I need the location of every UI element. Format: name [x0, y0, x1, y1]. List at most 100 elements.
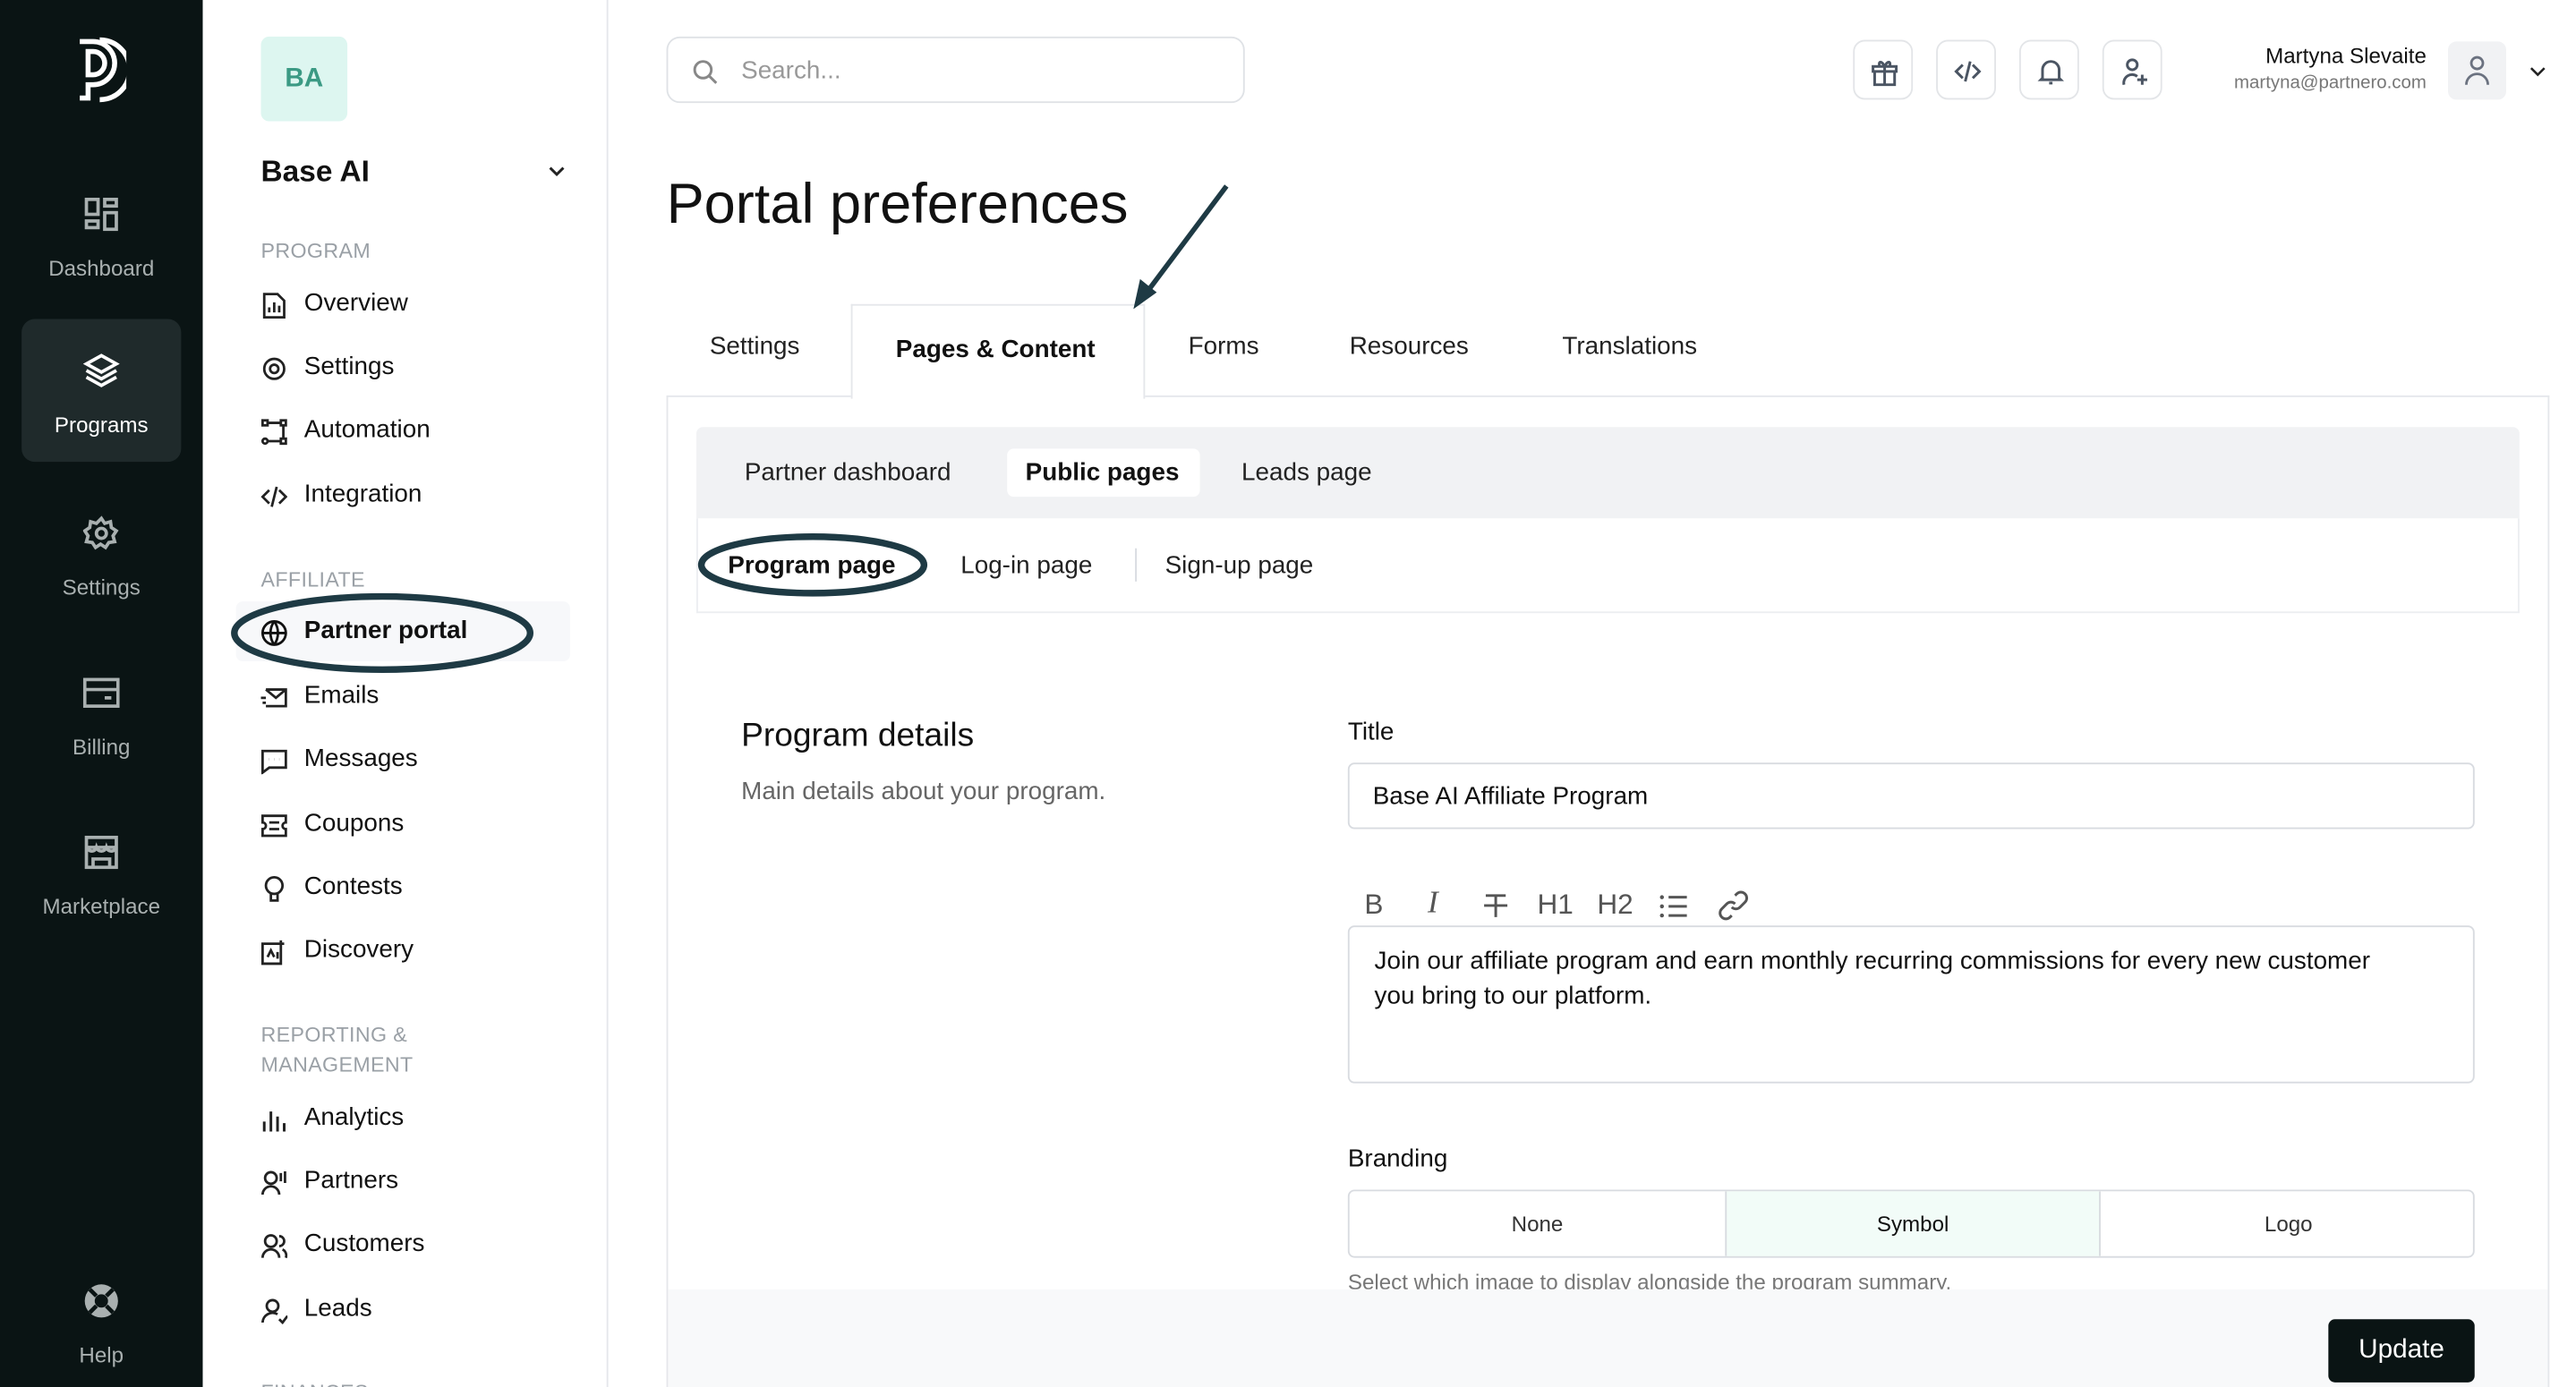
branding-selector: None Symbol Logo [1347, 1189, 2475, 1258]
partnero-logo[interactable] [73, 37, 127, 103]
section-affiliate: AFFILIATE [260, 568, 365, 592]
italic-button[interactable]: I [1427, 885, 1438, 921]
tab-forms[interactable]: Forms [1188, 332, 1259, 361]
page-selector [695, 518, 2520, 614]
app-rail: Dashboard Programs Settings Billing Mark… [0, 0, 203, 1387]
list-icon[interactable] [1659, 892, 1688, 921]
rail-item-dashboard[interactable]: Dashboard [21, 163, 181, 306]
gift-icon [1872, 60, 1898, 87]
divider [1135, 548, 1138, 582]
report-icon [262, 293, 286, 319]
subtab-public-pages[interactable]: Public pages [1025, 458, 1180, 488]
search-icon [693, 60, 718, 84]
mail-icon [260, 688, 287, 708]
subtab-active-bg [1007, 448, 1200, 498]
sidebar-item-leads[interactable]: Leads [236, 1280, 570, 1340]
invite-user-button[interactable] [2102, 39, 2162, 100]
branding-label: Branding [1347, 1144, 1448, 1173]
users-icon [260, 1234, 288, 1259]
lifebuoy-icon [84, 1284, 118, 1318]
sidebar-item-partner-portal[interactable]: Partner portal [235, 601, 570, 661]
partner-icon [260, 1170, 286, 1196]
branding-none[interactable]: None [1511, 1211, 1564, 1237]
rail-item-billing[interactable]: Billing [21, 642, 181, 785]
rail-item-marketplace[interactable]: Marketplace [21, 801, 181, 944]
sidebar-item-settings[interactable]: Settings [236, 337, 570, 397]
sidebar-item-messages[interactable]: Messages [236, 729, 570, 789]
sidebar-item-contests[interactable]: Contests [236, 857, 570, 917]
sidebar-item-partners[interactable]: Partners [236, 1152, 570, 1212]
sidebar-item-emails[interactable]: Emails [236, 667, 570, 727]
card-icon [82, 677, 120, 708]
tab-panel [666, 395, 2550, 1387]
user-menu-chevron-icon[interactable] [2528, 64, 2547, 81]
layers-icon [82, 353, 120, 387]
automation-icon [260, 419, 287, 446]
branding-help: Select which image to display alongside … [1347, 1269, 1952, 1289]
search-input[interactable]: Search... [666, 36, 1245, 104]
globe-icon [260, 620, 287, 646]
program-avatar: BA [260, 36, 348, 122]
description-editor[interactable]: Join our affiliate program and earn mont… [1347, 925, 2475, 1084]
user-avatar[interactable] [2448, 41, 2507, 100]
section-reporting: REPORTING & MANAGEMENT [260, 1023, 414, 1077]
dashboard-icon [84, 197, 118, 232]
page-title: Portal preferences [666, 173, 1129, 236]
link-icon[interactable] [1719, 890, 1748, 921]
gift-button[interactable] [1853, 39, 1914, 100]
sidebar-item-integration[interactable]: Integration [236, 465, 570, 525]
page-signup[interactable]: Sign-up page [1164, 551, 1314, 581]
update-button[interactable]: Update [2328, 1319, 2475, 1383]
user-plus-icon [2122, 58, 2147, 86]
sidebar-item-discovery[interactable]: Discovery [236, 921, 570, 981]
chevron-down-icon[interactable] [547, 163, 567, 180]
subtab-bar [695, 427, 2520, 519]
award-icon [264, 875, 285, 902]
rail-item-help[interactable]: Help [21, 1249, 181, 1387]
bar-chart-icon [262, 1111, 286, 1132]
page-login[interactable]: Log-in page [960, 551, 1093, 581]
tab-resources[interactable]: Resources [1349, 332, 1469, 361]
section-description: Main details about your program. [741, 777, 1106, 806]
lead-icon [260, 1298, 288, 1324]
gear-icon [82, 515, 119, 550]
code-icon [1954, 61, 1982, 82]
discovery-icon [260, 940, 285, 966]
sidebar-item-automation[interactable]: Automation [236, 400, 570, 460]
coupon-icon [260, 814, 287, 838]
store-icon [84, 835, 118, 870]
strikethrough-icon[interactable] [1480, 892, 1510, 921]
title-label: Title [1347, 718, 1395, 746]
code-icon [260, 486, 288, 507]
message-icon [260, 749, 287, 775]
program-name[interactable]: Base AI [260, 154, 370, 188]
tab-pages-content-bg [850, 303, 1146, 399]
sidebar-item-overview[interactable]: Overview [236, 274, 570, 334]
heading1-button[interactable]: H1 [1537, 889, 1574, 921]
section-program: PROGRAM [260, 239, 371, 263]
tab-pages-content[interactable]: Pages & Content [895, 336, 1096, 364]
heading2-button[interactable]: H2 [1597, 889, 1633, 921]
section-finances: FINANCES [261, 1377, 369, 1387]
bold-button[interactable]: B [1364, 889, 1384, 921]
user-info[interactable]: Martyna Slevaite martyna@partnero.com [2234, 43, 2427, 93]
subtab-partner-dashboard[interactable]: Partner dashboard [744, 458, 951, 488]
annotation-arrow [1144, 184, 1229, 294]
page-program[interactable]: Program page [728, 551, 896, 581]
embed-code-button[interactable] [1936, 39, 1996, 100]
rail-item-settings[interactable]: Settings [21, 481, 181, 625]
form-footer [668, 1289, 2548, 1387]
tab-translations[interactable]: Translations [1562, 332, 1698, 361]
rail-item-programs[interactable]: Programs [21, 319, 182, 463]
notifications-button[interactable] [2018, 39, 2079, 100]
sidebar-item-analytics[interactable]: Analytics [236, 1088, 570, 1148]
tab-settings[interactable]: Settings [709, 332, 800, 361]
sidebar-item-coupons[interactable]: Coupons [236, 795, 570, 855]
subtab-leads-page[interactable]: Leads page [1241, 458, 1372, 488]
sidebar-item-customers[interactable]: Customers [236, 1214, 570, 1274]
section-title: Program details [741, 718, 975, 754]
title-input[interactable]: Base AI Affiliate Program [1347, 762, 2475, 830]
branding-symbol[interactable]: Symbol [1725, 1191, 2101, 1256]
gear-icon [262, 357, 286, 380]
branding-logo[interactable]: Logo [2264, 1211, 2313, 1237]
